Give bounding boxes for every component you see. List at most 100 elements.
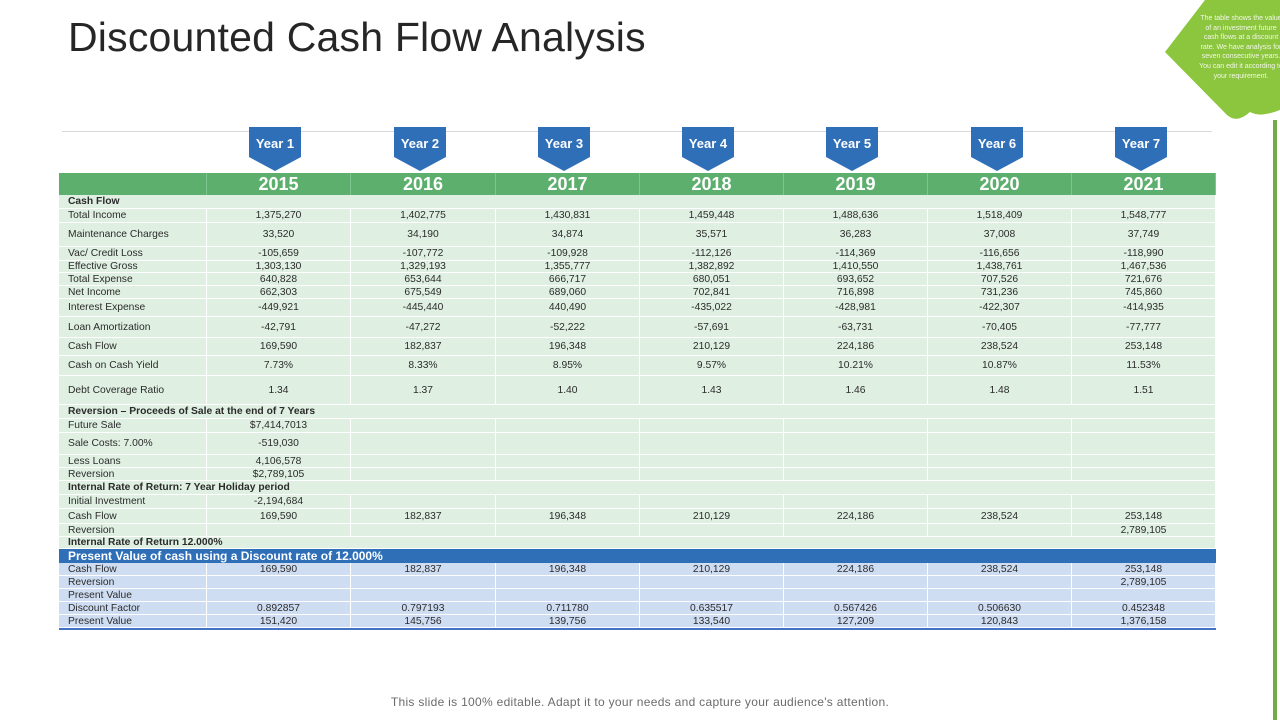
table-cell: 693,652 [784, 273, 928, 285]
table-cell: 1,329,193 [351, 261, 496, 272]
table-cell: -70,405 [928, 317, 1072, 337]
table-cell: 653,644 [351, 273, 496, 285]
table-cell: 196,348 [496, 338, 640, 355]
table-cell: 1,430,831 [496, 209, 640, 222]
year-tag: Year 6 [971, 127, 1023, 171]
table-cell: -57,691 [640, 317, 784, 337]
table-cell: 37,749 [1072, 223, 1216, 246]
table-cell [1072, 589, 1216, 601]
table-cell: 666,717 [496, 273, 640, 285]
table-cell [496, 433, 640, 454]
table-cell: 1,382,892 [640, 261, 784, 272]
table-cell: 689,060 [496, 286, 640, 298]
table-cell: -2,194,684 [207, 495, 351, 508]
table-row: Present Value 151,420 145,756 139,756 133,54… [59, 615, 1216, 628]
year-tag-label: Year 6 [977, 136, 1017, 151]
table-cell [784, 419, 928, 432]
row-label: Total Income [59, 209, 207, 222]
corner-note-shape [1165, 0, 1280, 125]
row-label: Loan Amortization [59, 317, 207, 337]
table-cell: 11.53% [1072, 356, 1216, 375]
table-cell: -109,928 [496, 247, 640, 260]
table-row: Initial Investment -2,194,684 [59, 495, 1216, 509]
row-label: Sale Costs: 7.00% [59, 433, 207, 454]
table-row: Cash Flow 169,590 182,837 196,348 210,129 224… [59, 509, 1216, 524]
table-cell: 182,837 [351, 563, 496, 575]
table-cell: 210,129 [640, 509, 784, 523]
year-header-blank [59, 173, 207, 195]
table-cell: -519,030 [207, 433, 351, 454]
table-cell: -449,921 [207, 299, 351, 316]
table-row: Cash Flow 169,590 182,837 196,348 210,129 224… [59, 563, 1216, 576]
table-cell: 0.567426 [784, 602, 928, 614]
page-title: Discounted Cash Flow Analysis [68, 14, 646, 60]
table-cell: 151,420 [207, 615, 351, 627]
table-cell: 182,837 [351, 338, 496, 355]
table-row: Net Income 662,303 675,549 689,060 702,841 71… [59, 286, 1216, 299]
table-cell [1072, 468, 1216, 480]
table-cell: 36,283 [784, 223, 928, 246]
table-cell: 8.33% [351, 356, 496, 375]
table-cell: -428,981 [784, 299, 928, 316]
table-cell: 210,129 [640, 338, 784, 355]
year-tag-label: Year 7 [1121, 136, 1161, 151]
table-cell: 1.40 [496, 376, 640, 404]
table-row: Interest Expense -449,921 -445,440 440,490-… [59, 299, 1216, 317]
table-cell [640, 468, 784, 480]
table-cell [928, 468, 1072, 480]
table-cell [784, 524, 928, 536]
table-cell [640, 576, 784, 588]
table-row: Cash Flow 169,590 182,837 196,348 210,129 224… [59, 338, 1216, 356]
row-label: Cash on Cash Yield [59, 356, 207, 375]
table-cell: 1.51 [1072, 376, 1216, 404]
table-cell: -422,307 [928, 299, 1072, 316]
table-cell: 182,837 [351, 509, 496, 523]
table-cell: $2,789,105 [207, 468, 351, 480]
section-header: Cash Flow [59, 195, 1216, 208]
table-cell: 1,355,777 [496, 261, 640, 272]
table-cell: 127,209 [784, 615, 928, 627]
table-cell: 2,789,105 [1072, 576, 1216, 588]
table-cell: 1.48 [928, 376, 1072, 404]
year-header-cell: 2019 [784, 173, 928, 195]
row-label: Discount Factor [59, 602, 207, 614]
table-row: Debt Coverage Ratio 1.34 1.37 1.40 1.43 1.46 1… [59, 376, 1216, 405]
table-cell: 1,303,130 [207, 261, 351, 272]
row-label: Vac/ Credit Loss [59, 247, 207, 260]
row-label: Future Sale [59, 419, 207, 432]
table-row: Vac/ Credit Loss -105,659 -107,772 -109,928… [59, 247, 1216, 261]
table-cell: 675,549 [351, 286, 496, 298]
year-header-row: 2015 2016 2017 2018 2019 2020 2021 [59, 173, 1216, 195]
table-cell: 731,236 [928, 286, 1072, 298]
year-tag-label: Year 3 [544, 136, 584, 151]
table-cell [351, 455, 496, 467]
table-cell: 169,590 [207, 338, 351, 355]
year-tag: Year 2 [394, 127, 446, 171]
table-cell [1072, 419, 1216, 432]
table-cell: 253,148 [1072, 563, 1216, 575]
section-header-row: Reversion – Proceeds of Sale at the end … [59, 405, 1216, 419]
table-cell: -112,126 [640, 247, 784, 260]
table-cell [784, 455, 928, 467]
table-cell: 224,186 [784, 563, 928, 575]
table-cell [496, 468, 640, 480]
table-cell [640, 455, 784, 467]
table-cell [351, 468, 496, 480]
present-value-header: Present Value of cash using a Discount r… [59, 549, 1216, 563]
corner-note-text: The table shows the value of an investme… [1199, 15, 1280, 80]
table-cell: 0.452348 [1072, 602, 1216, 614]
table-row: Reversion 2,789,105 [59, 524, 1216, 537]
row-label: Present Value [59, 589, 207, 601]
table-cell: $7,414,7013 [207, 419, 351, 432]
table-cell: 1,488,636 [784, 209, 928, 222]
table-cell [351, 419, 496, 432]
table-row: Less Loans 4,106,578 [59, 455, 1216, 468]
table-cell [496, 455, 640, 467]
table-cell: 1,518,409 [928, 209, 1072, 222]
table-cell: 145,756 [351, 615, 496, 627]
table-cell [640, 495, 784, 508]
table-cell: 139,756 [496, 615, 640, 627]
row-label: Effective Gross [59, 261, 207, 272]
table-cell [928, 524, 1072, 536]
table-cell: 238,524 [928, 563, 1072, 575]
